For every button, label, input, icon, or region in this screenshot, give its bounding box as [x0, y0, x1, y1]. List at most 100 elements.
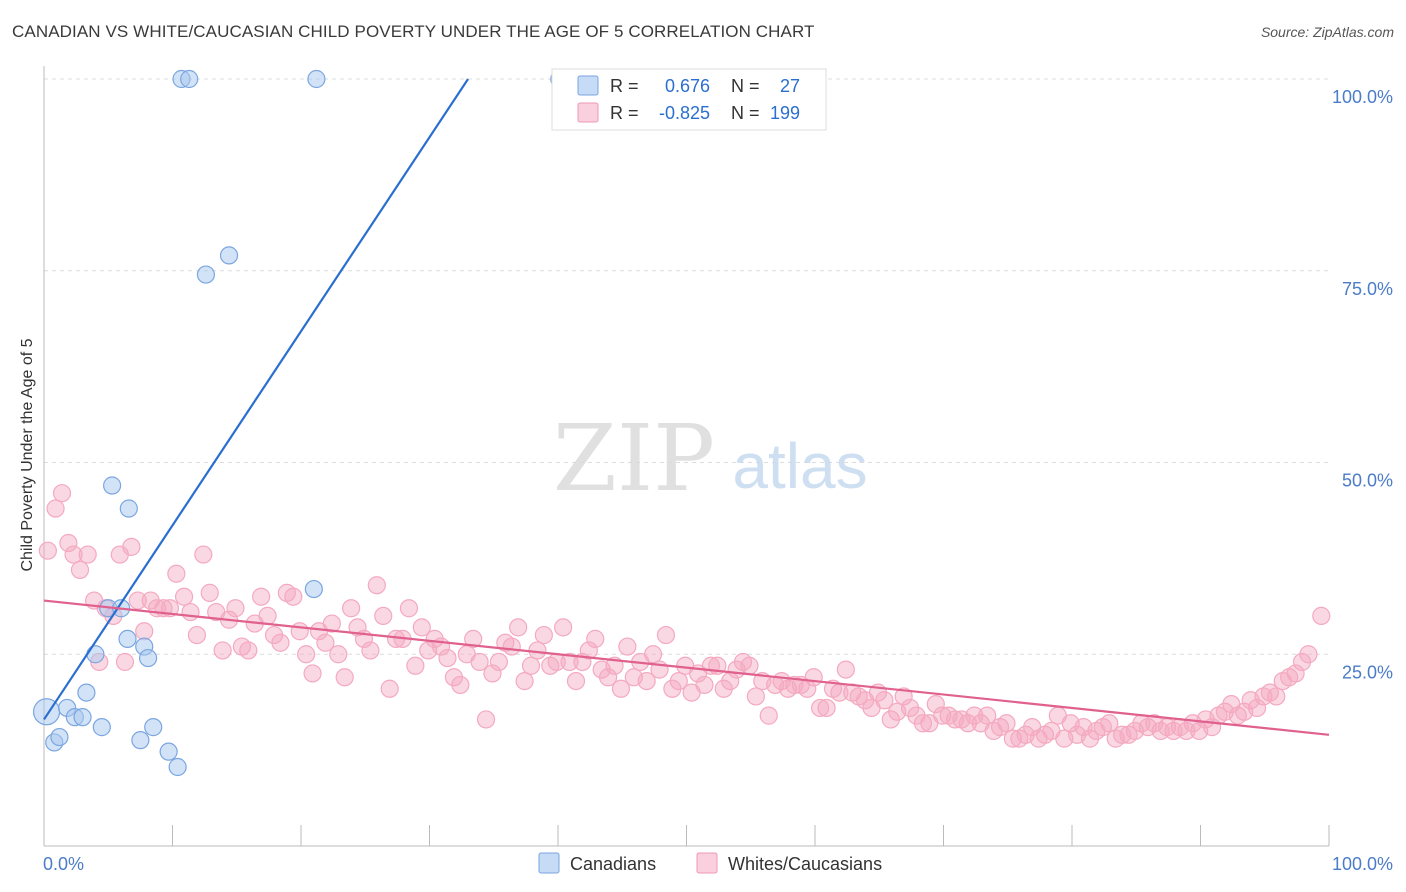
data-point-whites	[817, 698, 836, 718]
data-point-canadians	[138, 648, 158, 668]
data-point-whites	[669, 671, 688, 691]
data-point-whites	[78, 545, 97, 564]
data-point-canadians	[131, 731, 150, 750]
data-point-whites	[1100, 714, 1119, 733]
data-point-whites	[476, 710, 496, 729]
source-label: Source: ZipAtlas.com	[1260, 24, 1394, 40]
data-point-whites	[122, 537, 141, 556]
data-point-whites	[836, 660, 855, 679]
stats-legend: R = 0.676 N = 27 R = -0.825 N = 199	[551, 68, 827, 131]
data-point-whites	[290, 622, 309, 641]
trendlines	[43, 78, 1330, 736]
data-point-whites	[348, 618, 367, 637]
data-point-whites	[1299, 645, 1318, 664]
r-value-whites: -0.825	[659, 103, 710, 123]
data-point-canadians	[103, 476, 122, 495]
data-point-whites	[913, 714, 933, 733]
x-tick-label: 0.0%	[43, 854, 84, 874]
data-point-whites	[239, 641, 258, 660]
series-canadians-points	[32, 69, 569, 777]
data-point-canadians	[168, 757, 187, 777]
data-point-whites	[521, 656, 541, 675]
data-point-whites	[167, 564, 186, 583]
data-point-whites	[297, 645, 316, 664]
whites-swatch	[577, 102, 599, 123]
x-tick-label: 100.0%	[1332, 854, 1393, 874]
watermark-atlas: atlas	[732, 430, 867, 502]
y-tick-label: 50.0%	[1342, 471, 1393, 491]
data-point-whites	[174, 587, 194, 606]
data-point-canadians	[119, 499, 138, 518]
data-point-whites	[489, 652, 508, 672]
data-point-whites	[509, 618, 528, 637]
data-point-whites	[64, 545, 83, 564]
data-point-whites	[213, 641, 232, 660]
data-point-whites	[70, 560, 90, 579]
data-point-whites	[740, 656, 759, 675]
data-point-whites	[252, 587, 271, 606]
data-point-whites	[46, 499, 65, 518]
data-point-whites	[38, 541, 57, 560]
data-point-canadians	[219, 246, 239, 265]
data-point-whites	[342, 599, 361, 618]
data-point-whites	[656, 625, 676, 645]
y-tick-label: 25.0%	[1342, 662, 1393, 682]
data-point-whites	[374, 606, 393, 626]
data-point-whites	[586, 629, 605, 649]
n-value-whites: 199	[770, 103, 800, 123]
data-point-whites	[926, 695, 945, 714]
data-point-whites	[59, 533, 78, 553]
data-point-canadians	[77, 683, 96, 702]
watermark: ZIP atlas	[553, 405, 868, 512]
gridlines	[44, 78, 1329, 655]
data-point-whites	[1312, 606, 1331, 626]
data-point-whites	[978, 706, 997, 725]
legend-whites-label: Whites/Caucasians	[728, 854, 882, 874]
data-point-canadians	[118, 629, 137, 649]
data-point-whites	[412, 618, 431, 637]
data-point-whites	[464, 629, 483, 649]
data-point-whites	[52, 484, 72, 503]
legend-whites-swatch	[696, 852, 718, 874]
data-point-canadians	[86, 645, 105, 664]
data-point-whites	[1247, 698, 1267, 718]
data-point-whites	[1286, 664, 1305, 683]
data-point-canadians	[307, 69, 326, 89]
data-point-whites	[329, 645, 348, 664]
data-point-whites	[1267, 687, 1286, 706]
chart-title: CANADIAN VS WHITE/CAUCASIAN CHILD POVERT…	[12, 22, 815, 41]
data-point-canadians	[144, 718, 163, 737]
data-point-whites	[258, 606, 277, 626]
data-point-whites	[579, 641, 598, 660]
r-label-canadians: R =	[610, 76, 639, 96]
data-point-whites	[361, 641, 380, 660]
data-point-whites	[451, 675, 470, 695]
data-point-whites	[271, 633, 290, 652]
data-point-whites	[637, 671, 656, 691]
series-legend: Canadians Whites/Caucasians	[538, 852, 882, 874]
data-point-whites	[135, 622, 154, 641]
data-point-whites	[284, 587, 303, 606]
n-label-canadians: N =	[731, 76, 760, 96]
data-point-whites	[643, 645, 663, 664]
data-point-whites	[875, 691, 894, 710]
data-point-whites	[303, 664, 322, 683]
data-point-whites	[483, 664, 502, 683]
series-whites-points	[38, 484, 1331, 748]
n-value-canadians: 27	[780, 76, 800, 96]
data-point-whites	[746, 687, 765, 706]
data-point-canadians	[180, 69, 199, 89]
data-point-whites	[322, 614, 341, 633]
data-point-whites	[566, 671, 586, 691]
y-tick-label: 100.0%	[1332, 87, 1393, 107]
data-point-whites	[316, 633, 335, 652]
data-point-whites	[181, 602, 200, 622]
data-point-whites	[226, 599, 245, 618]
data-point-whites	[894, 687, 913, 706]
trendline-whites	[43, 599, 1330, 736]
data-point-canadians	[73, 708, 92, 727]
watermark-zip: ZIP	[553, 405, 715, 512]
data-point-whites	[194, 545, 213, 564]
canadians-swatch	[577, 75, 599, 96]
